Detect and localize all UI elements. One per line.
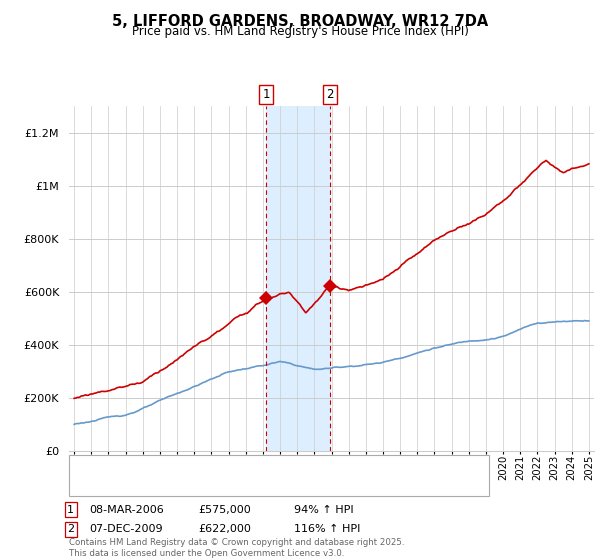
Text: 07-DEC-2009: 07-DEC-2009 [89,524,163,534]
Text: Contains HM Land Registry data © Crown copyright and database right 2025.
This d: Contains HM Land Registry data © Crown c… [69,538,404,558]
Text: Price paid vs. HM Land Registry's House Price Index (HPI): Price paid vs. HM Land Registry's House … [131,25,469,38]
Text: £575,000: £575,000 [198,505,251,515]
Text: 08-MAR-2006: 08-MAR-2006 [89,505,164,515]
Text: 1: 1 [67,505,74,515]
Text: 5, LIFFORD GARDENS, BROADWAY, WR12 7DA: 5, LIFFORD GARDENS, BROADWAY, WR12 7DA [112,14,488,29]
Text: HPI: Average price, detached house, Wychavon: HPI: Average price, detached house, Wych… [102,479,341,489]
Text: 1: 1 [262,88,270,101]
Text: 2: 2 [326,88,334,101]
Text: 94% ↑ HPI: 94% ↑ HPI [294,505,353,515]
Text: £622,000: £622,000 [198,524,251,534]
Text: 2: 2 [67,524,74,534]
Text: 116% ↑ HPI: 116% ↑ HPI [294,524,361,534]
Text: 5, LIFFORD GARDENS, BROADWAY, WR12 7DA (detached house): 5, LIFFORD GARDENS, BROADWAY, WR12 7DA (… [102,461,428,471]
Bar [266,106,330,451]
